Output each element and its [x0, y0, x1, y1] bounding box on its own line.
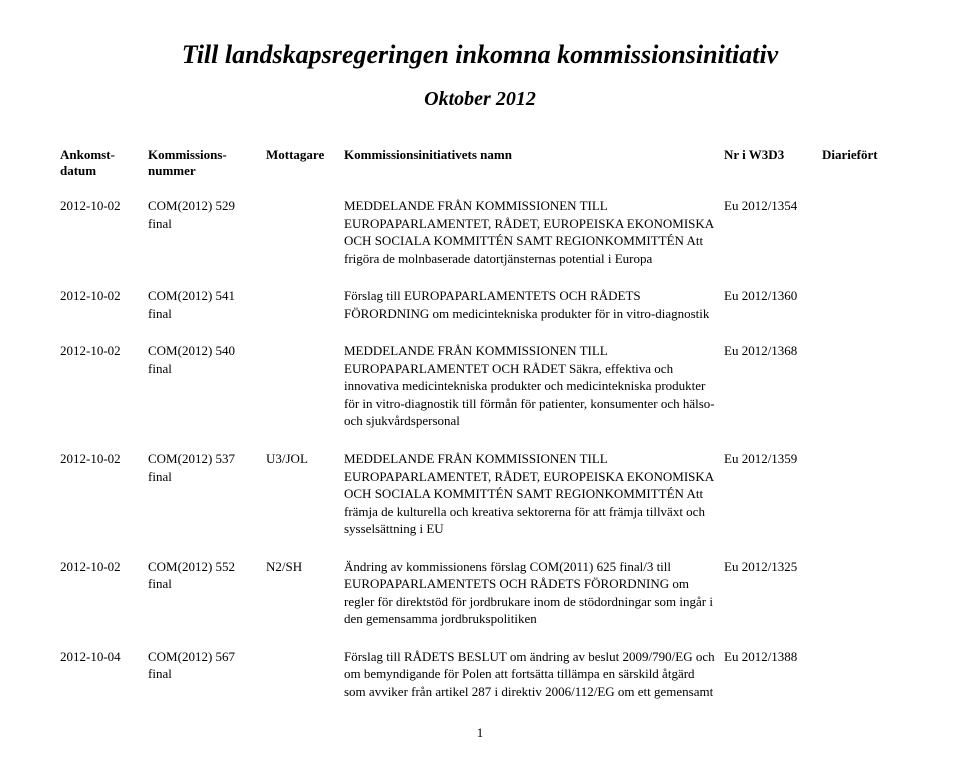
cell-nr: Eu 2012/1325 — [724, 552, 822, 642]
cell-recipient — [266, 191, 344, 281]
table-row: 2012-10-02COM(2012) 540 final MEDDELANDE … — [60, 336, 900, 444]
table-row: 2012-10-02COM(2012) 537 finalU3/JOLMEDDE… — [60, 444, 900, 552]
table-row: 2012-10-02COM(2012) 529 final MEDDELANDE … — [60, 191, 900, 281]
cell-diar — [822, 552, 900, 642]
table-row: 2012-10-02COM(2012) 541 final Förslag til… — [60, 281, 900, 336]
cell-name: MEDDELANDE FRÅN KOMMISSIONEN TILL EUROPA… — [344, 444, 724, 552]
cell-recipient — [266, 281, 344, 336]
cell-date: 2012-10-02 — [60, 444, 148, 552]
initiatives-table: Ankomst- datum Kommissions- nummer Motta… — [60, 143, 900, 715]
cell-date: 2012-10-04 — [60, 642, 148, 715]
cell-name: Förslag till EUROPAPARLAMENTETS OCH RÅDE… — [344, 281, 724, 336]
cell-date: 2012-10-02 — [60, 552, 148, 642]
cell-number: COM(2012) 567 final — [148, 642, 266, 715]
cell-diar — [822, 281, 900, 336]
cell-nr: Eu 2012/1368 — [724, 336, 822, 444]
cell-name: MEDDELANDE FRÅN KOMMISSIONEN TILL EUROPA… — [344, 191, 724, 281]
cell-diar — [822, 444, 900, 552]
cell-date: 2012-10-02 — [60, 191, 148, 281]
page-number: 1 — [60, 725, 900, 741]
cell-name: MEDDELANDE FRÅN KOMMISSIONEN TILL EUROPA… — [344, 336, 724, 444]
cell-diar — [822, 191, 900, 281]
col-header-recipient: Mottagare — [266, 143, 344, 191]
cell-name: Förslag till RÅDETS BESLUT om ändring av… — [344, 642, 724, 715]
col-header-diar: Diariefört — [822, 143, 900, 191]
cell-recipient — [266, 642, 344, 715]
cell-nr: Eu 2012/1388 — [724, 642, 822, 715]
cell-number: COM(2012) 552 final — [148, 552, 266, 642]
cell-nr: Eu 2012/1359 — [724, 444, 822, 552]
cell-number: COM(2012) 541 final — [148, 281, 266, 336]
col-header-nr: Nr i W3D3 — [724, 143, 822, 191]
document-title: Till landskapsregeringen inkomna kommiss… — [60, 40, 900, 70]
cell-nr: Eu 2012/1360 — [724, 281, 822, 336]
document-subtitle: Oktober 2012 — [60, 88, 900, 111]
cell-date: 2012-10-02 — [60, 336, 148, 444]
cell-diar — [822, 336, 900, 444]
cell-number: COM(2012) 540 final — [148, 336, 266, 444]
cell-nr: Eu 2012/1354 — [724, 191, 822, 281]
cell-number: COM(2012) 529 final — [148, 191, 266, 281]
cell-number: COM(2012) 537 final — [148, 444, 266, 552]
cell-name: Ändring av kommissionens förslag COM(201… — [344, 552, 724, 642]
cell-recipient — [266, 336, 344, 444]
cell-recipient: U3/JOL — [266, 444, 344, 552]
cell-date: 2012-10-02 — [60, 281, 148, 336]
col-header-number: Kommissions- nummer — [148, 143, 266, 191]
cell-diar — [822, 642, 900, 715]
table-row: 2012-10-04COM(2012) 567 final Förslag til… — [60, 642, 900, 715]
cell-recipient: N2/SH — [266, 552, 344, 642]
table-header-row: Ankomst- datum Kommissions- nummer Motta… — [60, 143, 900, 191]
table-row: 2012-10-02COM(2012) 552 finalN2/SHÄndrin… — [60, 552, 900, 642]
col-header-name: Kommissionsinitiativets namn — [344, 143, 724, 191]
col-header-date: Ankomst- datum — [60, 143, 148, 191]
